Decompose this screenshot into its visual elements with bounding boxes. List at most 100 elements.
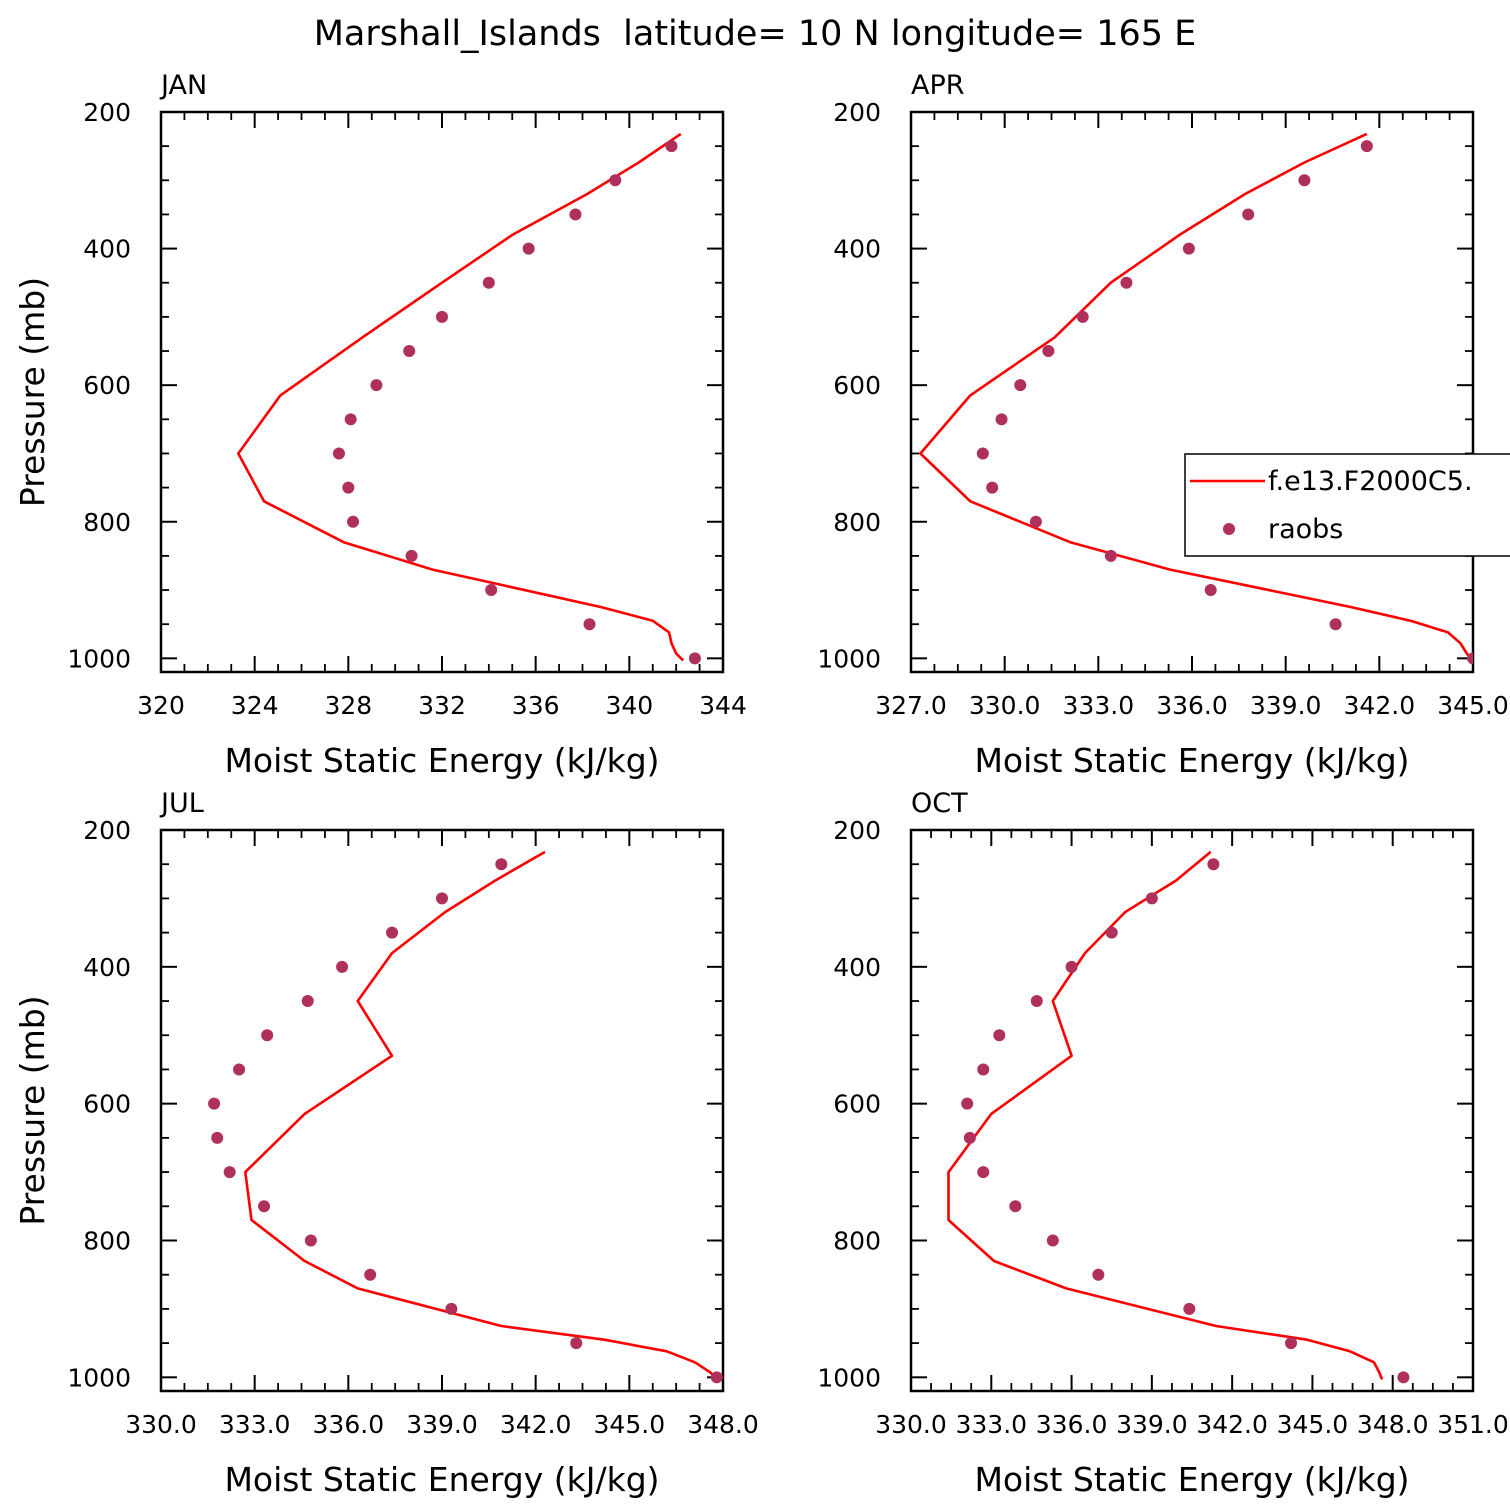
x-tick-label: 332 [418,691,466,720]
raobs-point [436,310,448,323]
raobs-point [344,413,357,426]
model-series-line [919,132,1473,662]
raobs-point [336,960,349,973]
raobs-point [347,515,360,528]
y-tick-label: 800 [833,508,881,537]
x-tick-label: 342.0 [1344,691,1416,720]
legend: f.e13.F2000C5. raobs [1184,453,1510,557]
raobs-point [1329,618,1342,631]
x-tick-label: 348.0 [687,1410,759,1439]
x-tick-label: 333.0 [219,1410,291,1439]
raobs-point [986,481,999,494]
panel-oct: OCT 330.0 333.0 336.0 339.0 342.0 345.0 348.0 35… [817,788,1508,1499]
x-axis-label: Moist Static Energy (kJ/kg) [224,741,659,780]
raobs-point [1092,1268,1105,1281]
x-tick-label: 339.0 [406,1410,478,1439]
raobs-point [963,1131,976,1144]
x-tick-label: 345.0 [594,1410,666,1439]
y-tick-label: 600 [833,371,881,400]
x-tick-label: 333.0 [1063,691,1135,720]
y-axis-label: Pressure (mb) [13,277,52,507]
raobs-point [211,1131,224,1144]
x-tick-label: 327.0 [875,691,947,720]
x-tick-label: 345.0 [1437,691,1509,720]
model-series-line [947,850,1384,1380]
panel-apr: APR 327.0 330.0 333.0 336.0 339.0 342.0 345.0 20… [817,70,1510,780]
x-tick-label: 333.0 [955,1410,1027,1439]
x-tick-label: 351.0 [1437,1410,1509,1439]
model-series-line [237,132,685,662]
x-tick-label: 328 [324,691,372,720]
raobs-point [583,618,596,631]
model-series-line [244,850,718,1381]
y-tick-label: 400 [833,235,881,264]
plot-area [947,850,1410,1384]
x-tick-label: 330.0 [125,1410,197,1439]
raobs-point [1145,892,1158,905]
raobs-point [386,926,399,939]
raobs-point [570,1337,583,1350]
legend-model-label: f.e13.F2000C5. [1268,466,1473,497]
raobs-point [977,1166,990,1179]
raobs-point [1397,1371,1410,1384]
raobs-point [609,174,622,187]
raobs-point [364,1268,377,1281]
raobs-point [332,447,345,460]
plot-frame [909,110,1475,674]
y-tick-label: 600 [833,1090,881,1119]
raobs-point [1120,276,1133,289]
raobs-point [1285,1337,1298,1350]
raobs-point [977,1063,990,1076]
raobs-point [436,892,448,905]
raobs-point [710,1371,723,1384]
raobs-point [258,1200,271,1213]
raobs-point [342,481,355,494]
x-tick-label: 340 [605,691,653,720]
plot-area [237,132,701,665]
raobs-point [301,995,314,1008]
plot-area [208,850,723,1384]
panels: JAN 320 324 328 332 336 340 344 200 400 600 800 1000… [13,70,1510,1499]
raobs-point [1076,310,1089,323]
raobs-point [482,276,495,289]
raobs-point [445,1302,458,1315]
x-tick-label: 345.0 [1277,1410,1349,1439]
raobs-point [1009,1200,1022,1213]
x-tick-label: 330.0 [969,691,1041,720]
x-tick-label: 336.0 [1036,1410,1108,1439]
x-tick-label: 320 [137,691,185,720]
raobs-point [1182,242,1195,255]
legend-obs-label: raobs [1268,514,1343,545]
x-tick-label: 330.0 [875,1410,947,1439]
raobs-point [1207,858,1220,871]
plot-frame [159,110,725,674]
y-tick-label: 400 [833,953,881,982]
raobs-point [1030,995,1043,1008]
raobs-point [304,1234,317,1247]
raobs-point [1467,652,1473,665]
y-tick-label: 800 [833,1226,881,1255]
raobs-point [1298,174,1311,187]
y-tick-label: 200 [83,98,131,127]
plot-area [919,132,1473,665]
y-tick-label: 800 [83,508,131,537]
raobs-point [665,140,678,153]
raobs-point [370,379,383,392]
x-tick-label: 342.0 [500,1410,572,1439]
panel-jan: JAN 320 324 328 332 336 340 344 200 400 600 800 1000… [13,70,747,780]
x-tick-label: 336.0 [1156,691,1228,720]
raobs-point [1046,1234,1059,1247]
panel-label: JUL [159,788,204,819]
raobs-point [1042,345,1055,358]
y-tick-label: 1000 [67,644,131,673]
x-axis-label: Moist Static Energy (kJ/kg) [974,741,1409,780]
y-axis-label: Pressure (mb) [13,995,52,1225]
y-tick-label: 1000 [817,644,881,673]
raobs-point [569,208,582,221]
y-tick-label: 800 [83,1226,131,1255]
y-tick-label: 200 [833,816,881,845]
x-tick-label: 348.0 [1357,1410,1429,1439]
x-tick-label: 336.0 [313,1410,385,1439]
panel-jul: JUL 330.0 333.0 336.0 339.0 342.0 345.0 348.0 20… [13,788,759,1499]
